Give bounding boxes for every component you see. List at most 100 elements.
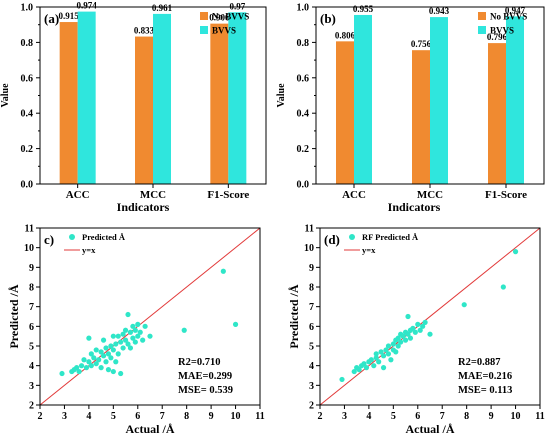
scatter-point xyxy=(120,331,126,337)
y-tick-label: 0.0 xyxy=(297,180,310,191)
legend-label: BVVS xyxy=(490,26,514,36)
bar-bvvs-mcc xyxy=(430,17,448,184)
legend-label: y=x xyxy=(362,245,376,255)
scatter-point xyxy=(373,355,379,361)
scatter-point xyxy=(103,345,109,351)
scatter-panel-c: 2 3 4 5 6 7 8 9 10 11 2 3 4 5 6 7 8 9 10 11 Actual /Å Predict… xyxy=(7,224,265,437)
scatter-point xyxy=(93,361,99,367)
x-tick-label: 2 xyxy=(318,411,323,422)
x-tick-label: F1-Score xyxy=(207,189,249,201)
y-tick-label: 0.0 xyxy=(21,180,34,191)
scatter-point xyxy=(110,347,116,353)
metric-text: R2=0.887 xyxy=(458,357,500,368)
y-tick-label: 0.4 xyxy=(21,109,34,120)
scatter-point xyxy=(361,361,367,367)
identity-line xyxy=(320,228,540,405)
x-tick-label: 4 xyxy=(86,411,91,422)
scatter-point xyxy=(81,357,87,363)
y-tick-label: 1.0 xyxy=(21,3,34,14)
scatter-point xyxy=(98,365,104,371)
scatter-point xyxy=(122,337,129,343)
y-tick-label: 2 xyxy=(29,401,34,412)
x-tick-label: 9 xyxy=(209,411,214,422)
scatter-point xyxy=(125,341,131,347)
y-tick-label: 8 xyxy=(309,283,314,294)
legend-label: RF Predicted Å xyxy=(362,232,419,242)
x-axis-label: Actual /Å xyxy=(126,422,175,436)
metric-text: MSE= 0.539 xyxy=(178,385,233,396)
bar-value-label: 0.756 xyxy=(411,39,432,49)
bar-value-label: 0.947 xyxy=(505,5,526,15)
legend-swatch-bvvs xyxy=(478,26,486,34)
x-tick-label: ACC xyxy=(342,189,366,201)
scatter-point xyxy=(120,345,126,351)
scatter-point xyxy=(147,333,153,339)
scatter-point xyxy=(422,319,428,325)
bar-bvvs-f1-score xyxy=(228,12,247,185)
y-tick-label: 5 xyxy=(29,342,34,353)
x-tick-label: 9 xyxy=(489,411,494,422)
x-tick-label: 5 xyxy=(111,411,116,422)
legend-swatch-no-bvvs xyxy=(478,12,486,20)
scatter-point xyxy=(415,321,421,327)
x-axis-label: Indicators xyxy=(117,200,170,214)
y-tick-label: 0.8 xyxy=(297,38,310,49)
legend-label: y=x xyxy=(82,245,96,255)
scatter-point xyxy=(398,339,404,345)
y-tick-label: 0.4 xyxy=(297,109,310,120)
scatter-point xyxy=(351,368,357,375)
y-tick-label: 10 xyxy=(304,243,314,254)
scatter-point xyxy=(113,359,119,365)
scatter-point xyxy=(400,333,406,339)
y-tick-label: 4 xyxy=(29,361,34,372)
bar-no-bvvs-f1-score xyxy=(210,23,229,184)
y-axis-label: Predicted /Å xyxy=(287,284,301,348)
x-tick-label: 10 xyxy=(511,411,521,422)
x-axis-label: Indicators xyxy=(388,200,441,214)
bar-bvvs-acc xyxy=(77,11,96,184)
scatter-point xyxy=(105,367,112,373)
y-tick-label: 0.6 xyxy=(297,73,310,84)
scatter-point xyxy=(339,376,345,383)
x-tick-label: 11 xyxy=(255,411,264,422)
metric-text: MAE=0.216 xyxy=(458,371,512,382)
bar-no-bvvs-mcc xyxy=(412,50,430,184)
scatter-point xyxy=(417,327,423,333)
scatter-point xyxy=(383,347,389,353)
scatter-point xyxy=(412,329,418,335)
x-tick-label: 10 xyxy=(231,411,241,422)
legend-label: BVVS xyxy=(212,26,236,36)
y-axis-label: Value xyxy=(0,83,11,108)
scatter-point xyxy=(380,353,387,359)
scatter-point xyxy=(393,349,399,355)
scatter-point xyxy=(137,329,143,335)
scatter-point xyxy=(363,365,370,371)
bar-no-bvvs-acc xyxy=(336,41,354,185)
y-tick-label: 11 xyxy=(305,224,314,235)
scatter-point xyxy=(405,331,411,337)
y-tick-label: 6 xyxy=(309,322,314,333)
scatter-point xyxy=(395,343,401,349)
scatter-point xyxy=(356,367,362,373)
scatter-point xyxy=(371,363,377,369)
x-tick-label: 2 xyxy=(38,411,43,422)
scatter-point xyxy=(135,333,141,339)
scatter-point xyxy=(390,341,396,347)
scatter-point xyxy=(98,349,104,355)
y-tick-label: 5 xyxy=(309,342,314,353)
scatter-point xyxy=(88,351,94,357)
bar-value-label: 0.943 xyxy=(429,6,450,16)
identity-line xyxy=(40,228,260,405)
scatter-point xyxy=(76,368,82,375)
y-tick-label: 9 xyxy=(29,263,34,274)
legend-swatch-bvvs xyxy=(200,26,208,34)
scatter-point xyxy=(512,249,519,255)
scatter-point xyxy=(115,333,121,339)
scatter-point xyxy=(420,323,426,329)
scatter-point xyxy=(380,365,387,371)
scatter-point xyxy=(83,365,90,371)
legend-label: Predicted Å xyxy=(82,232,126,242)
scatter-point xyxy=(376,359,382,365)
metric-text: MSE= 0.113 xyxy=(458,385,512,396)
